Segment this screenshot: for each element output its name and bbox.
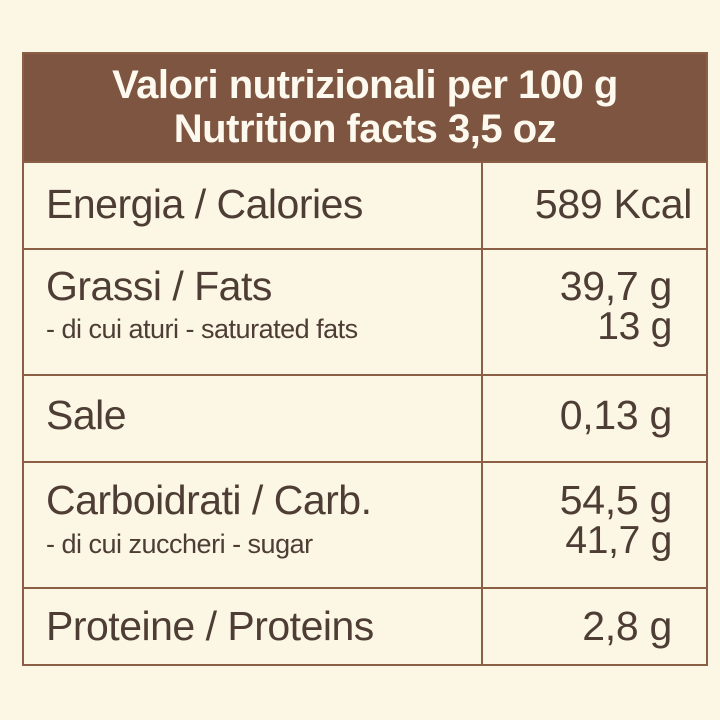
energy-label: Energia / Calories (46, 181, 363, 227)
table-row-carbohydrates: Carboidrati / Carb. - di cui zuccheri - … (24, 461, 706, 587)
fats-label: Grassi / Fats (46, 263, 272, 309)
sugar-label: - di cui zuccheri - sugar (46, 529, 313, 559)
salt-value: 0,13 g (559, 392, 673, 438)
salt-label: Sale (46, 392, 127, 438)
table-row-salt: Sale 0,13 g (24, 374, 706, 461)
fats-value: 39,7 g (559, 263, 673, 309)
carbohydrates-value: 54,5 g (559, 477, 673, 523)
header-title-english: Nutrition facts 3,5 oz (173, 107, 557, 151)
proteins-value: 2,8 g (582, 603, 672, 649)
table-row-fats: Grassi / Fats - di cui aturi - saturated… (24, 248, 706, 374)
sugar-value: 41,7 g (565, 519, 672, 562)
table-header: Valori nutrizionali per 100 g Nutrition … (24, 54, 706, 161)
saturated-fats-value: 13 g (597, 305, 672, 348)
header-title-italian: Valori nutrizionali per 100 g (112, 63, 618, 107)
energy-value: 589 Kcal (534, 181, 692, 227)
nutrition-table: Valori nutrizionali per 100 g Nutrition … (22, 52, 708, 666)
column-divider (481, 161, 483, 664)
saturated-fats-label: - di cui aturi - saturated fats (46, 314, 358, 344)
table-row-energy: Energia / Calories 589 Kcal (24, 161, 706, 248)
table-row-proteins: Proteine / Proteins 2,8 g (24, 587, 706, 664)
proteins-label: Proteine / Proteins (46, 603, 374, 649)
carbohydrates-label: Carboidrati / Carb. (46, 477, 372, 523)
